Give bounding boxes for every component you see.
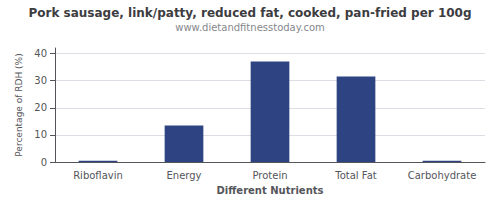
svg-text:Carbohydrate: Carbohydrate	[408, 170, 477, 181]
svg-text:Total Fat: Total Fat	[334, 170, 376, 181]
svg-text:30: 30	[34, 75, 47, 86]
svg-text:20: 20	[34, 102, 47, 113]
svg-text:Protein: Protein	[252, 170, 287, 181]
svg-text:Pork sausage, link/patty, redu: Pork sausage, link/patty, reduced fat, c…	[28, 6, 471, 20]
svg-text:Energy: Energy	[166, 170, 201, 181]
svg-text:Percentage of RDH (%): Percentage of RDH (%)	[14, 53, 24, 156]
svg-text:40: 40	[34, 48, 47, 59]
svg-text:10: 10	[34, 129, 47, 140]
svg-text:0: 0	[41, 157, 47, 168]
svg-text:www.dietandfitnesstoday.com: www.dietandfitnesstoday.com	[175, 22, 324, 33]
svg-text:Riboflavin: Riboflavin	[73, 170, 123, 181]
svg-text:Different Nutrients: Different Nutrients	[217, 185, 324, 196]
